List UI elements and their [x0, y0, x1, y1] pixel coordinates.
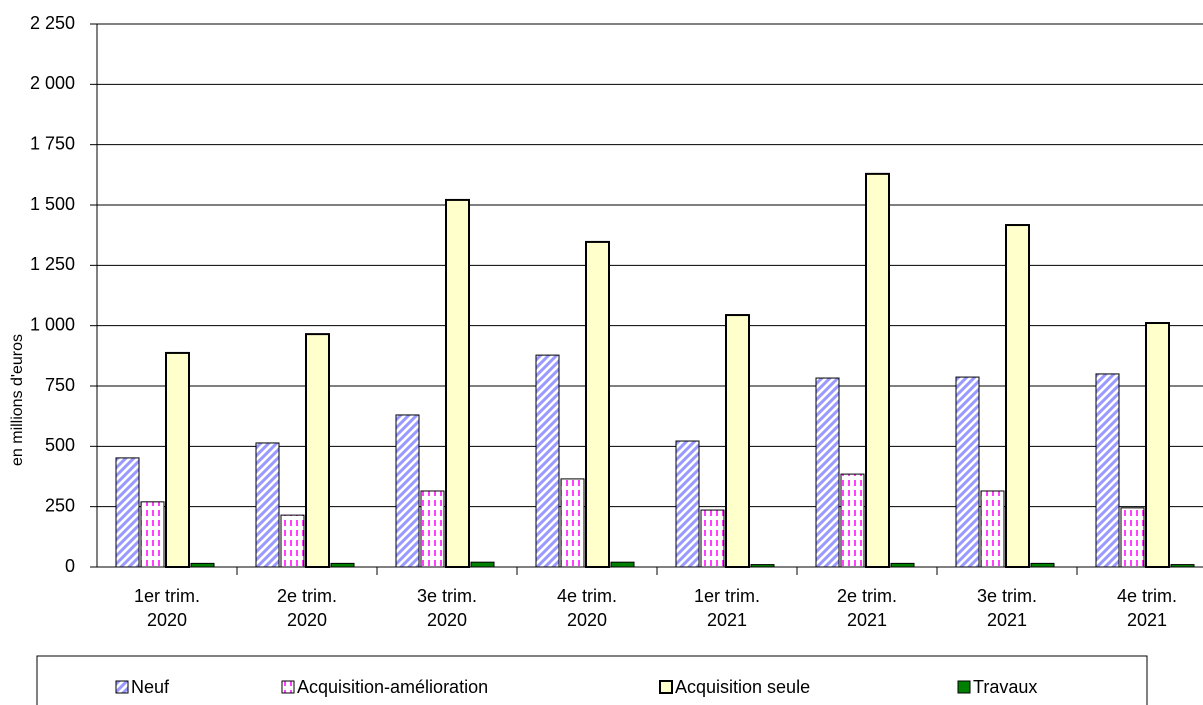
bar: [535, 354, 560, 568]
y-tick-label: 1 500: [30, 194, 75, 214]
y-tick-label: 1 000: [30, 314, 75, 334]
bar: [165, 351, 190, 569]
bar: [610, 561, 635, 568]
x-tick-label: 3e trim. 2021: [977, 586, 1037, 630]
y-tick-label: 0: [65, 556, 75, 576]
legend-label: Acquisition-amélioration: [297, 677, 488, 697]
bar: [255, 442, 280, 568]
bar: [700, 509, 725, 568]
y-tick-label: 250: [45, 495, 75, 515]
bar: [305, 333, 330, 569]
y-tick-label: 1 250: [30, 254, 75, 274]
bar: [280, 514, 305, 568]
bar: [1005, 224, 1030, 568]
bar: [330, 562, 355, 568]
x-tick-label: 4e trim. 2021: [1117, 586, 1177, 630]
bar: [140, 501, 165, 568]
bar: [980, 490, 1005, 568]
legend-swatch: [281, 680, 295, 694]
bar: [585, 240, 610, 568]
legend-swatch: [659, 680, 673, 694]
bar: [840, 473, 865, 568]
bar: [1095, 373, 1120, 568]
y-tick-label: 1 750: [30, 133, 75, 153]
bar: [675, 440, 700, 568]
legend-label: Travaux: [973, 677, 1037, 697]
bar: [865, 172, 890, 568]
legend-swatch: [115, 680, 129, 694]
y-tick-label: 2 250: [30, 13, 75, 33]
bar: [115, 457, 140, 568]
bar: [560, 478, 585, 568]
y-tick-label: 750: [45, 375, 75, 395]
bar: [955, 376, 980, 568]
legend-label: Neuf: [131, 677, 170, 697]
y-axis-label: en millions d'euros: [9, 334, 26, 466]
bar: [890, 562, 915, 568]
bar: [420, 490, 445, 568]
bar: [1145, 322, 1170, 568]
bar: [725, 314, 750, 568]
legend-label: Acquisition seule: [675, 677, 810, 697]
bar: [190, 562, 215, 568]
x-tick-label: 2e trim. 2020: [277, 586, 337, 630]
bar: [470, 561, 495, 568]
y-tick-label: 2 000: [30, 73, 75, 93]
bar: [445, 198, 470, 568]
bar: [1030, 562, 1055, 568]
x-tick-label: 2e trim. 2021: [837, 586, 897, 630]
x-tick-label: 3e trim. 2020: [417, 586, 477, 630]
legend-swatch: [957, 680, 971, 694]
x-tick-label: 1er trim. 2021: [694, 586, 760, 630]
bar: [1120, 507, 1145, 568]
bar: [395, 414, 420, 568]
y-tick-label: 500: [45, 435, 75, 455]
x-tick-label: 1er trim. 2020: [134, 586, 200, 630]
legend-box: [36, 655, 1148, 705]
bar: [815, 377, 840, 568]
x-tick-label: 4e trim. 2020: [557, 586, 617, 630]
